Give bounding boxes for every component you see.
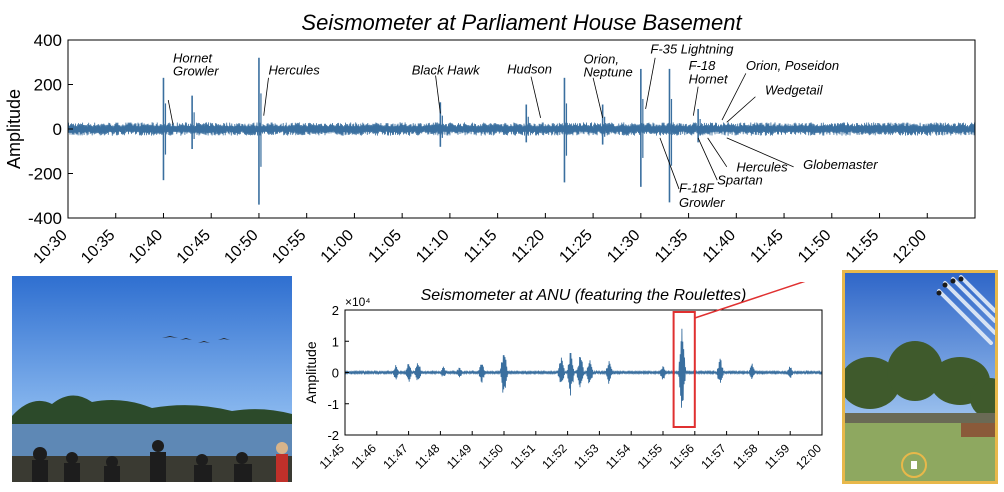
annotation-label: F-18 — [689, 58, 717, 73]
x-tick-label: 11:20 — [509, 227, 549, 267]
annotation-label: Spartan — [717, 173, 763, 188]
x-tick-label: 11:45 — [747, 227, 787, 267]
chart-title: Seismometer at ANU (featuring the Roulet… — [421, 287, 747, 304]
chart-title: Seismometer at Parliament House Basement — [301, 10, 742, 35]
y-tick-label: 2 — [332, 303, 339, 318]
annotation-label: Hercules — [736, 159, 788, 174]
x-tick-label: 11:35 — [652, 227, 692, 267]
x-tick-label: 11:45 — [317, 441, 348, 472]
x-tick-label: 11:25 — [556, 227, 596, 267]
annotation-label: Growler — [173, 64, 219, 79]
x-tick-label: 12:00 — [793, 441, 824, 472]
x-tick-label: 10:50 — [221, 227, 261, 267]
annotation-leader — [726, 137, 794, 168]
x-tick-label: 11:10 — [413, 227, 453, 267]
x-tick-label: 11:47 — [380, 441, 411, 472]
x-tick-label: 11:56 — [666, 441, 697, 472]
y-tick-label: 200 — [34, 76, 62, 95]
y-tick-label: -200 — [28, 165, 62, 184]
x-tick-label: 10:55 — [269, 227, 309, 267]
annotation-label: Hudson — [507, 61, 552, 76]
x-tick-label: 11:50 — [476, 441, 507, 472]
annotation-label: Hornet — [173, 50, 213, 65]
y-tick-label: -400 — [28, 209, 62, 228]
annotation-label: Globemaster — [803, 157, 878, 172]
waveform-trace — [67, 122, 976, 136]
annotation-leader — [435, 75, 441, 114]
annotation-leader — [726, 96, 756, 123]
x-tick-label: 11:05 — [365, 227, 405, 267]
x-tick-label: 11:58 — [730, 441, 761, 472]
annotation-leader — [697, 137, 718, 181]
y-exponent-label: ×10⁴ — [345, 295, 371, 309]
x-tick-label: 11:46 — [348, 441, 379, 472]
x-tick-label: 11:57 — [698, 441, 729, 472]
y-tick-label: -2 — [327, 428, 339, 443]
y-tick-label: 1 — [332, 334, 339, 349]
x-tick-label: 10:40 — [126, 227, 166, 267]
annotation-label: Orion, — [584, 51, 619, 66]
roulettes-highlight-box — [672, 311, 696, 428]
x-tick-label: 10:35 — [78, 227, 118, 267]
y-tick-label: 400 — [34, 31, 62, 50]
annotation-leader — [263, 77, 269, 116]
annotation-label: Hornet — [689, 71, 729, 86]
annotation-leader — [692, 86, 699, 116]
x-tick-label: 11:52 — [539, 441, 570, 472]
annotation-leader — [707, 137, 728, 168]
annotation-leader — [530, 76, 541, 118]
y-axis-label: Amplitude — [4, 89, 24, 169]
x-tick-label: 11:59 — [762, 441, 793, 472]
annotation-leader — [592, 77, 604, 118]
x-tick-label: 11:49 — [444, 441, 475, 472]
y-tick-label: 0 — [53, 120, 62, 139]
x-tick-label: 11:48 — [412, 441, 443, 472]
y-axis-label: Amplitude — [303, 341, 319, 403]
x-tick-label: 11:15 — [461, 227, 501, 267]
crowd-lake-photo — [12, 276, 292, 482]
annotation-leader — [167, 99, 174, 125]
x-tick-label: 10:45 — [174, 227, 214, 267]
x-tick-label: 11:54 — [603, 441, 634, 472]
x-tick-label: 11:55 — [843, 227, 883, 267]
annotation-leader — [645, 57, 656, 110]
y-tick-label: -1 — [327, 397, 339, 412]
roulettes-formation-photo — [842, 270, 998, 484]
annotation-label: Hercules — [268, 62, 320, 77]
annotation-label: Black Hawk — [412, 62, 481, 77]
x-tick-label: 10:30 — [30, 227, 70, 267]
annotation-leader — [721, 73, 747, 121]
annotation-label: F-35 Lightning — [650, 41, 734, 56]
x-tick-label: 11:55 — [635, 441, 666, 472]
y-tick-label: 0 — [332, 366, 339, 381]
x-tick-label: 12:00 — [890, 227, 930, 267]
x-tick-label: 11:40 — [700, 227, 740, 267]
x-tick-label: 11:53 — [571, 441, 602, 472]
x-tick-label: 11:50 — [795, 227, 835, 267]
x-tick-label: 11:00 — [318, 227, 358, 267]
x-tick-label: 11:51 — [507, 441, 538, 472]
parliament-seismogram-chart: Seismometer at Parliament House Basement… — [4, 10, 976, 267]
annotation-leader — [659, 137, 680, 190]
x-tick-label: 11:30 — [604, 227, 644, 267]
anu-seismogram-chart: Seismometer at ANU (featuring the Roulet… — [303, 282, 824, 472]
annotation-label: Wedgetail — [765, 83, 824, 98]
highlight-connector — [694, 282, 806, 319]
waveform-trace — [344, 328, 823, 408]
annotation-label: Neptune — [584, 65, 633, 80]
annotation-label: Orion, Poseidon — [746, 58, 839, 73]
annotation-label: Growler — [679, 195, 725, 210]
annotation-label: F-18F — [679, 180, 715, 195]
